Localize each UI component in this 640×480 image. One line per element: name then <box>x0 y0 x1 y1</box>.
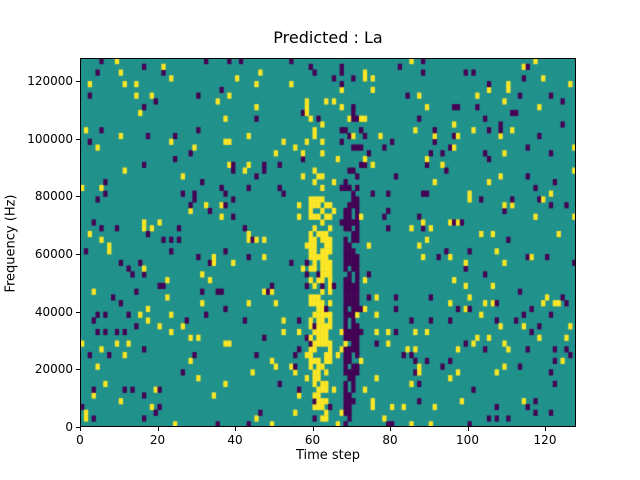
x-tick-mark <box>467 427 469 431</box>
x-axis-label: Time step <box>295 448 361 463</box>
x-tick-mark <box>80 427 81 431</box>
y-tick-mark <box>76 81 80 83</box>
y-tick-label: 40000 <box>34 304 73 319</box>
y-tick-mark <box>76 311 80 313</box>
y-tick-mark <box>76 427 80 428</box>
x-tick-mark <box>390 427 391 431</box>
y-tick-mark <box>76 196 80 198</box>
x-tick-label: 20 <box>149 433 166 447</box>
y-tick-mark <box>76 138 80 140</box>
x-tick-label: 80 <box>382 433 398 447</box>
x-tick-mark <box>235 427 236 431</box>
x-tick-label: 40 <box>227 433 243 447</box>
y-tick-label: 0 <box>65 420 73 434</box>
y-tick-label: 20000 <box>34 362 73 377</box>
y-axis-label: Frequency (Hz) <box>3 194 19 293</box>
y-tick-mark <box>76 369 80 371</box>
y-tick-label: 80000 <box>34 189 73 204</box>
y-tick-label: 120000 <box>27 74 73 89</box>
chart-title: Predicted : La <box>273 28 383 47</box>
y-tick-mark <box>76 254 80 256</box>
x-tick-label: 120 <box>533 433 557 447</box>
y-tick-label: 100000 <box>27 131 73 146</box>
x-tick-label: 60 <box>304 433 321 447</box>
heatmap-canvas <box>80 58 576 427</box>
x-tick-label: 100 <box>456 433 479 447</box>
x-tick-mark <box>545 427 546 431</box>
x-tick-mark <box>157 427 159 431</box>
x-tick-mark <box>312 427 314 431</box>
y-tick-label: 60000 <box>34 247 73 262</box>
x-tick-label: 0 <box>76 433 84 447</box>
